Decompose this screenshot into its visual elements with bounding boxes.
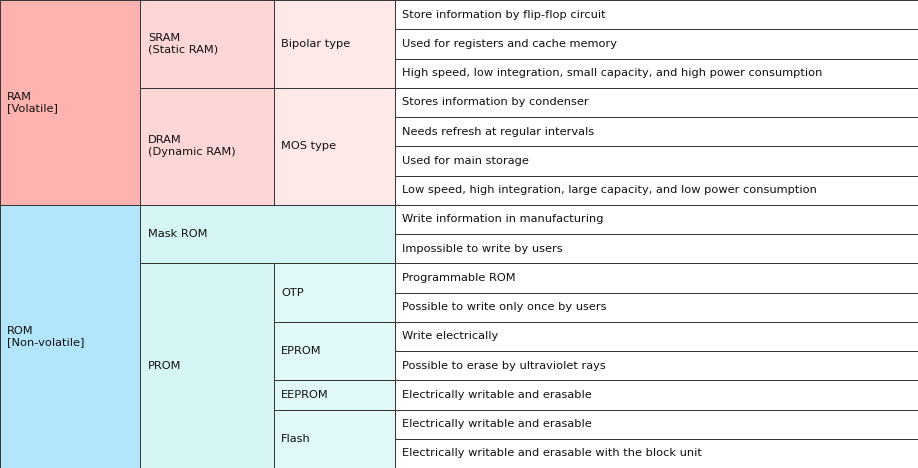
Bar [140,88,274,205]
Bar [395,439,918,468]
Text: Write electrically: Write electrically [402,331,498,341]
Text: Store information by flip-flop circuit: Store information by flip-flop circuit [402,10,606,20]
Text: Used for main storage: Used for main storage [402,156,529,166]
Text: Mask ROM: Mask ROM [148,229,207,239]
Text: Possible to erase by ultraviolet rays: Possible to erase by ultraviolet rays [402,361,606,371]
Text: RAM
[Volatile]: RAM [Volatile] [7,92,58,113]
Text: Electrically writable and erasable with the block unit: Electrically writable and erasable with … [402,448,702,458]
Bar [274,322,395,380]
Text: EEPROM: EEPROM [281,390,329,400]
Bar [395,292,918,322]
Bar [140,263,274,468]
Text: Possible to write only once by users: Possible to write only once by users [402,302,607,312]
Text: Bipolar type: Bipolar type [281,39,350,49]
Bar [395,0,918,29]
Bar [395,380,918,410]
Text: SRAM
(Static RAM): SRAM (Static RAM) [148,33,218,55]
Bar [274,263,395,322]
Text: Write information in manufacturing: Write information in manufacturing [402,214,603,224]
Text: Electrically writable and erasable: Electrically writable and erasable [402,390,592,400]
Text: Needs refresh at regular intervals: Needs refresh at regular intervals [402,127,594,137]
Bar [0,205,140,468]
Bar [274,380,395,410]
Bar [140,205,395,263]
Bar [0,0,140,205]
Bar [395,58,918,88]
Text: OTP: OTP [281,287,304,298]
Bar [395,117,918,146]
Text: Flash: Flash [281,434,310,444]
Text: ROM
[Non-volatile]: ROM [Non-volatile] [7,326,84,347]
Bar [395,146,918,176]
Text: EPROM: EPROM [281,346,321,356]
Bar [140,0,274,88]
Bar [395,29,918,58]
Bar [395,88,918,117]
Bar [395,351,918,380]
Text: Stores information by condenser: Stores information by condenser [402,97,588,107]
Text: Programmable ROM: Programmable ROM [402,273,516,283]
Bar [395,205,918,234]
Text: Electrically writable and erasable: Electrically writable and erasable [402,419,592,429]
Bar [395,410,918,439]
Bar [274,410,395,468]
Text: DRAM
(Dynamic RAM): DRAM (Dynamic RAM) [148,135,235,157]
Text: MOS type: MOS type [281,141,336,151]
Bar [395,176,918,205]
Bar [395,322,918,351]
Bar [274,88,395,205]
Bar [395,234,918,263]
Bar [274,0,395,88]
Text: Low speed, high integration, large capacity, and low power consumption: Low speed, high integration, large capac… [402,185,817,195]
Text: PROM: PROM [148,361,181,371]
Text: Used for registers and cache memory: Used for registers and cache memory [402,39,617,49]
Text: Impossible to write by users: Impossible to write by users [402,244,563,254]
Bar [395,263,918,292]
Text: High speed, low integration, small capacity, and high power consumption: High speed, low integration, small capac… [402,68,823,78]
